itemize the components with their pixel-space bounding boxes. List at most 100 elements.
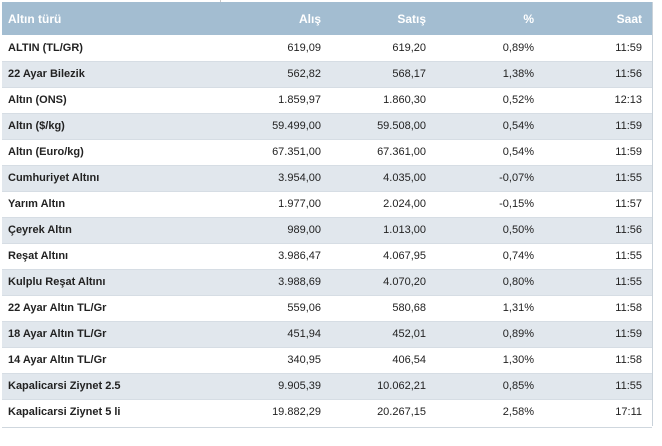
- cell-name: Altın ($/kg): [2, 113, 234, 140]
- cell-name: 22 Ayar Bilezik: [2, 61, 234, 88]
- cell-buy: 1.859,97: [234, 87, 331, 114]
- cell-sell: 452,01: [331, 321, 436, 348]
- cell-time: 17:11: [615, 406, 642, 419]
- cell-time: 11:57: [544, 191, 652, 218]
- table-row: Yarım Altın 1.977,00 2.024,00 -0,15% 11:…: [2, 191, 652, 218]
- cell-buy: 3.954,00: [234, 165, 331, 192]
- table-row: 22 Ayar Bilezik 562,82 568,17 1,38% 11:5…: [2, 61, 652, 88]
- cell-name: ALTIN (TL/GR): [2, 35, 234, 62]
- table-right-border: [652, 2, 653, 426]
- column-header-time: Saat: [616, 11, 642, 26]
- table-row: Altın (Euro/kg) 67.351,00 67.361,00 0,54…: [2, 139, 652, 166]
- cell-time: 11:58: [544, 347, 652, 374]
- cell-sell: 59.508,00: [331, 113, 436, 140]
- table-row: 14 Ayar Altın TL/Gr 340,95 406,54 1,30% …: [2, 347, 652, 374]
- column-header-name: Altın türü: [8, 11, 62, 26]
- table-row: ALTIN (TL/GR) 619,09 619,20 0,89% 11:59: [2, 35, 652, 62]
- cell-sell: 20.267,15: [377, 406, 426, 419]
- cell-time: 11:55: [544, 269, 652, 296]
- cell-time: 11:59: [544, 321, 652, 348]
- top-divider-tick: [220, 0, 221, 2]
- cell-time: 11:55: [544, 165, 652, 192]
- cell-sell: 1.013,00: [331, 217, 436, 244]
- cell-buy: 619,09: [234, 35, 331, 62]
- cell-percent: 0,52%: [436, 87, 544, 114]
- cell-percent: 1,30%: [436, 347, 544, 374]
- table-row: Altın (ONS) 1.859,97 1.860,30 0,52% 12:1…: [2, 87, 652, 114]
- cell-buy: 67.351,00: [234, 139, 331, 166]
- table-header-row: Altın türü Alış Satış % Saat: [2, 2, 652, 35]
- cell-time: 11:59: [544, 139, 652, 166]
- column-header-sell: Satış: [397, 11, 426, 26]
- cell-name: Reşat Altını: [2, 243, 234, 270]
- cell-buy: 1.977,00: [234, 191, 331, 218]
- cell-time: 11:56: [544, 217, 652, 244]
- cell-time: 11:56: [544, 61, 652, 88]
- table-row: Çeyrek Altın 989,00 1.013,00 0,50% 11:56: [2, 217, 652, 244]
- cell-buy: 59.499,00: [234, 113, 331, 140]
- cell-name: 22 Ayar Altın TL/Gr: [2, 295, 234, 322]
- table-row: Cumhuriyet Altını 3.954,00 4.035,00 -0,0…: [2, 165, 652, 192]
- table-row: Kapalicarsi Ziynet 5 li 19.882,29 20.267…: [2, 399, 652, 425]
- cell-percent: -0,07%: [436, 165, 544, 192]
- column-header-percent: %: [523, 11, 534, 26]
- cell-buy: 559,06: [234, 295, 331, 322]
- cell-sell: 67.361,00: [331, 139, 436, 166]
- cell-sell: 1.860,30: [331, 87, 436, 114]
- cell-sell: 2.024,00: [331, 191, 436, 218]
- column-header-buy: Alış: [298, 11, 321, 26]
- cell-name: Cumhuriyet Altını: [2, 165, 234, 192]
- table-row: Reşat Altını 3.986,47 4.067,95 0,74% 11:…: [2, 243, 652, 270]
- cell-sell: 568,17: [331, 61, 436, 88]
- cell-time: 11:59: [544, 113, 652, 140]
- cell-percent: 0,74%: [436, 243, 544, 270]
- cell-sell: 580,68: [331, 295, 436, 322]
- cell-percent: 0,80%: [436, 269, 544, 296]
- cell-percent: 0,54%: [436, 113, 544, 140]
- table-row: Kapalicarsi Ziynet 2.5 9.905,39 10.062,2…: [2, 373, 652, 400]
- cell-buy: 3.986,47: [234, 243, 331, 270]
- cell-sell: 619,20: [331, 35, 436, 62]
- cell-name: Altın (ONS): [2, 87, 234, 114]
- cell-buy: 9.905,39: [234, 373, 331, 400]
- table-row: 18 Ayar Altın TL/Gr 451,94 452,01 0,89% …: [2, 321, 652, 348]
- table-row: 22 Ayar Altın TL/Gr 559,06 580,68 1,31% …: [2, 295, 652, 322]
- cell-percent: 0,50%: [436, 217, 544, 244]
- table-bottom-border: [2, 427, 652, 428]
- cell-sell: 4.067,95: [331, 243, 436, 270]
- gold-price-table: Altın türü Alış Satış % Saat ALTIN (TL/G…: [2, 2, 652, 425]
- cell-time: 12:13: [544, 87, 652, 114]
- cell-name: Kapalicarsi Ziynet 2.5: [2, 373, 234, 400]
- cell-buy: 3.988,69: [234, 269, 331, 296]
- cell-name: Çeyrek Altın: [2, 217, 234, 244]
- cell-percent: 0,85%: [436, 373, 544, 400]
- cell-percent: -0,15%: [436, 191, 544, 218]
- cell-percent: 1,38%: [436, 61, 544, 88]
- cell-name: Altın (Euro/kg): [2, 139, 234, 166]
- cell-name: Kulplu Reşat Altını: [2, 269, 234, 296]
- cell-sell: 4.035,00: [331, 165, 436, 192]
- cell-percent: 0,89%: [436, 35, 544, 62]
- cell-name: 18 Ayar Altın TL/Gr: [2, 321, 234, 348]
- cell-time: 11:58: [544, 295, 652, 322]
- cell-buy: 562,82: [234, 61, 331, 88]
- cell-percent: 2,58%: [502, 406, 534, 419]
- cell-buy: 19.882,29: [272, 406, 321, 419]
- cell-percent: 0,54%: [436, 139, 544, 166]
- cell-sell: 406,54: [331, 347, 436, 374]
- cell-time: 11:55: [544, 373, 652, 400]
- top-border: [0, 0, 662, 2]
- cell-buy: 340,95: [234, 347, 331, 374]
- cell-time: 11:55: [544, 243, 652, 270]
- cell-percent: 0,89%: [436, 321, 544, 348]
- cell-sell: 10.062,21: [331, 373, 436, 400]
- cell-buy: 989,00: [234, 217, 331, 244]
- table-row: Altın ($/kg) 59.499,00 59.508,00 0,54% 1…: [2, 113, 652, 140]
- cell-name: Yarım Altın: [2, 191, 234, 218]
- cell-name: 14 Ayar Altın TL/Gr: [2, 347, 234, 374]
- cell-sell: 4.070,20: [331, 269, 436, 296]
- cell-time: 11:59: [544, 35, 652, 62]
- table-row: Kulplu Reşat Altını 3.988,69 4.070,20 0,…: [2, 269, 652, 296]
- cell-buy: 451,94: [234, 321, 331, 348]
